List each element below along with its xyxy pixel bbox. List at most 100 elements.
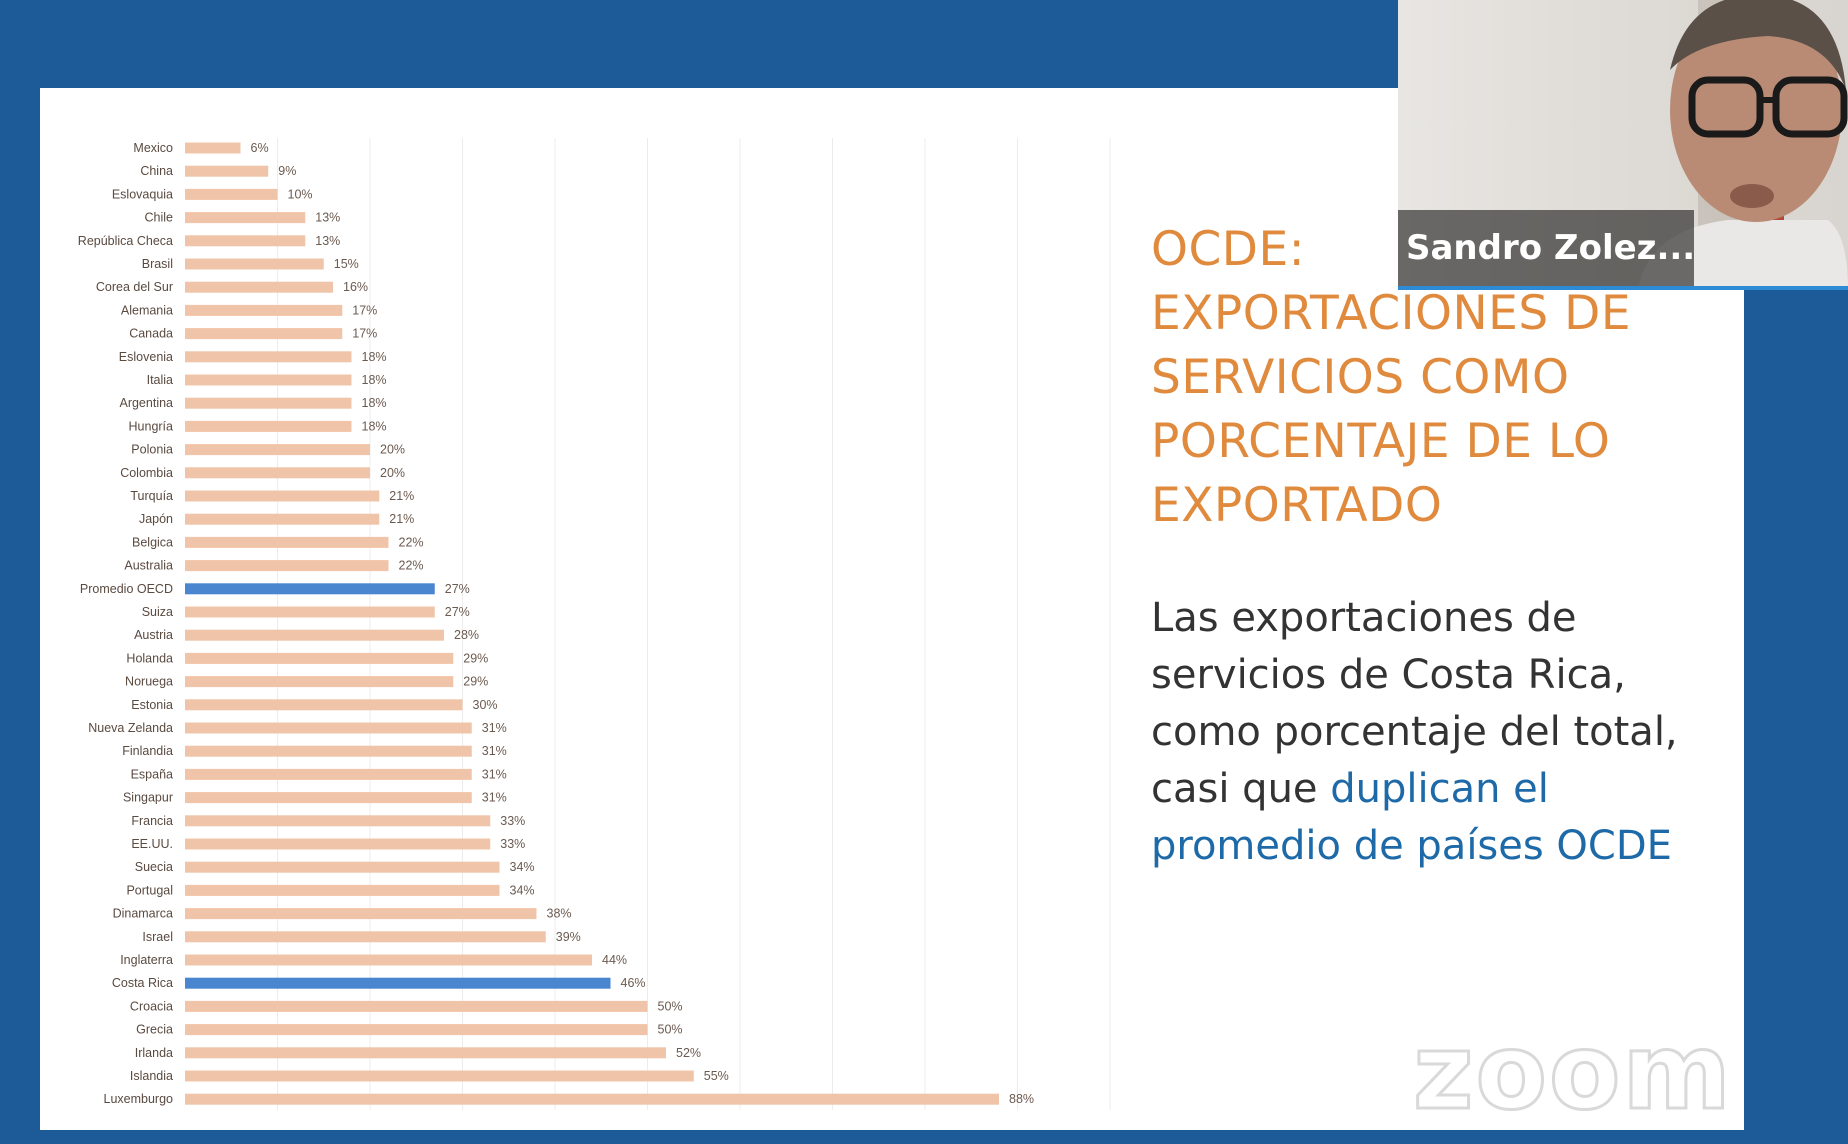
category-label: Argentina <box>119 396 173 410</box>
value-label: 31% <box>482 744 507 758</box>
value-label: 20% <box>380 443 405 457</box>
value-label: 39% <box>556 930 581 944</box>
value-label: 21% <box>389 489 414 503</box>
category-label: Suecia <box>135 860 173 874</box>
bar <box>185 699 463 711</box>
value-label: 88% <box>1009 1092 1034 1106</box>
value-label: 16% <box>343 280 368 294</box>
bar <box>185 165 269 177</box>
value-label: 6% <box>251 141 269 155</box>
category-label: Irlanda <box>135 1046 173 1060</box>
category-label: Noruega <box>125 675 173 689</box>
title-line: PORCENTAJE DE LO <box>1151 414 1611 469</box>
value-label: 22% <box>399 559 424 573</box>
bar <box>185 954 592 966</box>
bar <box>185 490 380 502</box>
participant-video-feed <box>1638 0 1848 290</box>
bar <box>185 722 472 734</box>
category-label: Suiza <box>142 605 173 619</box>
value-label: 30% <box>473 698 498 712</box>
highlighted-bar <box>185 977 611 989</box>
bar <box>185 212 306 224</box>
bar <box>185 838 491 850</box>
category-label: China <box>140 164 173 178</box>
slide-body-text: Las exportaciones de servicios de Costa … <box>1151 590 1711 875</box>
bar <box>185 420 352 432</box>
bar <box>185 606 435 618</box>
participant-name: Sandro Zolez... <box>1406 228 1696 268</box>
bar <box>185 931 546 943</box>
category-label: Chile <box>145 211 174 225</box>
title-line: SERVICIOS COMO <box>1151 350 1570 405</box>
bar <box>185 792 472 804</box>
value-label: 50% <box>658 999 683 1013</box>
bar <box>185 1070 694 1082</box>
zoom-logo-watermark: zoom <box>1412 1011 1733 1133</box>
bar <box>185 861 500 873</box>
bar <box>185 328 343 340</box>
category-label: Polonia <box>131 443 173 457</box>
bar <box>185 304 343 316</box>
category-label: Estonia <box>131 698 173 712</box>
bar <box>185 513 380 525</box>
bar <box>185 374 352 386</box>
title-line: OCDE: <box>1151 222 1306 277</box>
bar <box>185 745 472 757</box>
name-label-background <box>1398 210 1694 286</box>
value-label: 13% <box>315 234 340 248</box>
category-label: Israel <box>142 930 173 944</box>
value-label: 34% <box>510 860 535 874</box>
participant-video-tile[interactable]: Sandro Zolez... <box>1398 0 1848 290</box>
bar <box>185 768 472 780</box>
category-label: Eslovaquia <box>112 187 173 201</box>
bar <box>185 1093 999 1105</box>
category-label: Islandia <box>130 1069 173 1083</box>
category-label: Mexico <box>133 141 173 155</box>
value-label: 50% <box>658 1023 683 1037</box>
slide-title: OCDE: EXPORTACIONES DE SERVICIOS COMO PO… <box>1151 218 1731 538</box>
bar <box>185 1000 648 1012</box>
value-label: 13% <box>315 211 340 225</box>
category-label: Austria <box>134 628 173 642</box>
category-label: Grecia <box>136 1023 173 1037</box>
category-label: Nueva Zelanda <box>88 721 173 735</box>
bar <box>185 235 306 247</box>
value-label: 27% <box>445 582 470 596</box>
category-label: Brasil <box>142 257 173 271</box>
value-label: 20% <box>380 466 405 480</box>
value-label: 31% <box>482 767 507 781</box>
value-label: 46% <box>621 976 646 990</box>
value-label: 17% <box>352 327 377 341</box>
category-label: Costa Rica <box>112 976 173 990</box>
bar <box>185 281 333 293</box>
bar <box>185 444 370 456</box>
category-label: Italia <box>147 373 173 387</box>
value-label: 21% <box>389 512 414 526</box>
bar <box>185 815 491 827</box>
category-label: Inglaterra <box>120 953 173 967</box>
bar <box>185 467 370 479</box>
value-label: 38% <box>547 907 572 921</box>
category-label: Francia <box>131 814 173 828</box>
category-label: Canada <box>129 327 173 341</box>
category-label: Turquía <box>130 489 173 503</box>
category-label: Singapur <box>123 791 173 805</box>
value-label: 28% <box>454 628 479 642</box>
category-label: República Checa <box>78 234 173 248</box>
bar <box>185 908 537 920</box>
value-label: 33% <box>500 837 525 851</box>
value-label: 10% <box>288 187 313 201</box>
highlighted-bar <box>185 583 435 595</box>
title-line: EXPORTADO <box>1151 478 1443 533</box>
category-label: Alemania <box>121 303 173 317</box>
bar-chart: Mexico 6% China 9% Eslovaquia 10% Chile 13% Repú… <box>78 138 1111 1110</box>
title-line: EXPORTACIONES DE <box>1151 286 1632 341</box>
category-label: España <box>131 767 173 781</box>
bar <box>185 397 352 409</box>
value-label: 18% <box>362 419 387 433</box>
bar <box>185 676 454 688</box>
bar <box>185 536 389 548</box>
category-label: Colombia <box>120 466 173 480</box>
bar <box>185 188 278 200</box>
bar <box>185 884 500 896</box>
